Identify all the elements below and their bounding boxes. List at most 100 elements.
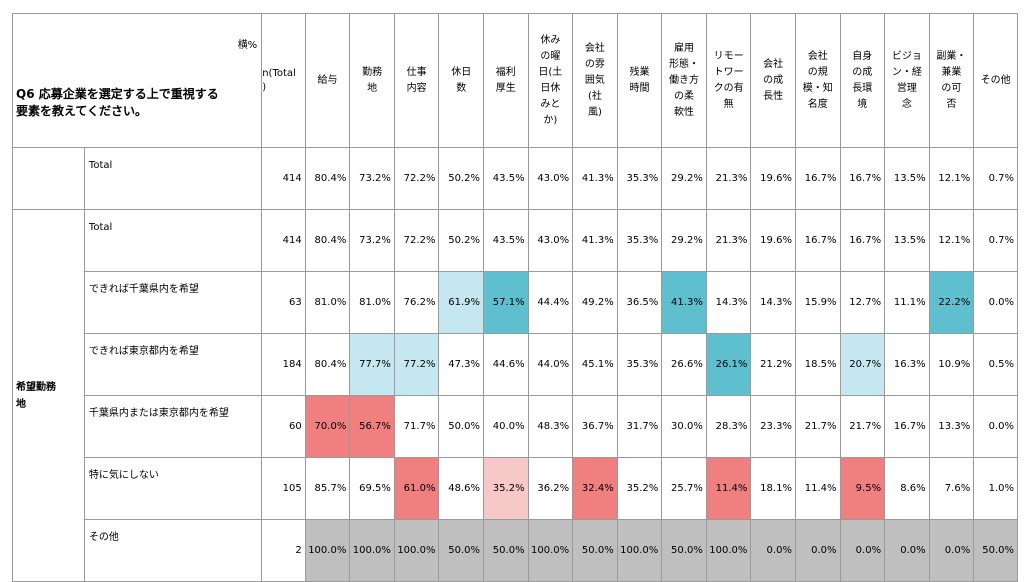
column-header: 休み の曜 日(土 日休 みと か) <box>527 13 574 148</box>
pct-cell: 0.7% <box>973 147 1018 210</box>
column-header: 会社 の規 模・知 名度 <box>794 13 841 148</box>
pct-cell: 35.3% <box>616 147 663 210</box>
pct-cell: 21.3% <box>705 209 752 272</box>
column-header: 会社 の雰 囲気 (社 風) <box>572 13 618 148</box>
pct-cell: 0.0% <box>839 519 886 582</box>
pct-cell: 14.3% <box>750 271 796 334</box>
column-header: 休日数 <box>438 13 485 148</box>
pct-cell: 100.0% <box>705 519 752 582</box>
column-header: その他 <box>973 13 1018 148</box>
pct-cell: 16.7% <box>839 147 886 210</box>
crosstab-table: 横% Q6 応募企業を選定する上で重視する 要素を教えてください。 n(Total… <box>11 13 1018 582</box>
pct-cell: 21.3% <box>705 147 752 210</box>
pct-cell: 31.7% <box>616 395 663 458</box>
column-header: 雇用 形態・ 働き方 の柔 軟性 <box>661 13 707 148</box>
pct-cell: 21.7% <box>794 395 841 458</box>
pct-cell: 21.2% <box>750 333 796 396</box>
table-row: できれば東京都内を希望 184 80.4% 77.7% 77.2% 47.3% 44.6% 4… <box>13 333 1018 396</box>
pct-cell: 61.0% <box>393 457 440 520</box>
pct-cell: 0.5% <box>973 333 1018 396</box>
pct-cell: 29.2% <box>661 209 707 272</box>
pct-cell: 44.4% <box>527 271 574 334</box>
pct-cell: 100.0% <box>349 519 395 582</box>
pct-cell: 35.3% <box>616 209 663 272</box>
pct-cell: 73.2% <box>349 147 395 210</box>
pct-cell: 1.0% <box>973 457 1018 520</box>
row-label: その他 <box>83 519 263 582</box>
pct-cell: 0.0% <box>928 519 975 582</box>
n-value: 105 <box>261 457 306 520</box>
pct-cell: 43.5% <box>483 147 529 210</box>
pct-cell: 35.2% <box>483 457 529 520</box>
pct-cell: 26.1% <box>705 333 752 396</box>
pct-cell: 36.7% <box>572 395 618 458</box>
pct-cell: 18.1% <box>750 457 796 520</box>
column-header: 自身 の成 長環境 <box>839 13 886 148</box>
row-label: Total <box>83 209 263 272</box>
pct-cell: 21.7% <box>839 395 886 458</box>
pct-cell: 47.3% <box>438 333 485 396</box>
pct-cell: 43.0% <box>527 209 574 272</box>
n-header: n(Total) <box>261 13 306 148</box>
pct-cell: 13.3% <box>928 395 975 458</box>
table-row: できれば千葉県内を希望 63 81.0% 81.0% 76.2% 61.9% 57.1% 44… <box>13 271 1018 334</box>
pct-cell: 80.4% <box>304 209 351 272</box>
pct-cell: 81.0% <box>349 271 395 334</box>
pct-cell: 43.5% <box>483 209 529 272</box>
group-label: 希望勤務地 <box>12 209 85 582</box>
column-header: 給与 <box>304 13 351 148</box>
pct-cell: 36.5% <box>616 271 663 334</box>
pct-cell: 70.0% <box>304 395 351 458</box>
table-row: Total 414 80.4% 73.2% 72.2% 50.2% 43.5% 43.0% 41… <box>12 147 1018 210</box>
n-value: 63 <box>261 271 306 334</box>
pct-cell: 11.1% <box>884 271 930 334</box>
pct-cell: 45.1% <box>572 333 618 396</box>
table-row: 千葉県内または東京都内を希望 60 70.0% 56.7% 71.7% 50.0% 40.0… <box>13 395 1018 458</box>
pct-cell: 10.9% <box>928 333 975 396</box>
pct-cell: 71.7% <box>393 395 440 458</box>
question-text: Q6 応募企業を選定する上で重視する 要素を教えてください。 <box>16 87 219 118</box>
pct-cell: 50.0% <box>973 519 1018 582</box>
pct-cell: 30.0% <box>661 395 707 458</box>
pct-cell: 13.5% <box>884 209 930 272</box>
pct-cell: 16.7% <box>884 395 930 458</box>
pct-cell: 16.7% <box>794 209 841 272</box>
pct-cell: 48.3% <box>527 395 574 458</box>
pct-cell: 61.9% <box>438 271 485 334</box>
pct-cell: 0.7% <box>973 209 1018 272</box>
table-row: 特に気にしない 105 85.7% 69.5% 61.0% 48.6% 35.2% 36.2%… <box>13 457 1018 520</box>
pct-cell: 16.3% <box>884 333 930 396</box>
pct-cell: 9.5% <box>839 457 886 520</box>
pct-cell: 73.2% <box>349 209 395 272</box>
pct-cell: 16.7% <box>839 209 886 272</box>
pct-cell: 0.0% <box>750 519 796 582</box>
pct-cell: 35.2% <box>616 457 663 520</box>
pct-cell: 29.2% <box>661 147 707 210</box>
pct-cell: 0.0% <box>973 271 1018 334</box>
pct-cell: 100.0% <box>304 519 351 582</box>
pct-cell: 0.0% <box>794 519 841 582</box>
pct-cell: 15.9% <box>794 271 841 334</box>
pct-cell: 85.7% <box>304 457 351 520</box>
pct-cell: 40.0% <box>483 395 529 458</box>
table-row: 希望勤務地 Total 414 80.4% 73.2% 72.2% 50.2% 43.5% 43… <box>12 209 1018 582</box>
pct-cell: 20.7% <box>839 333 886 396</box>
pct-cell: 50.2% <box>438 209 485 272</box>
pct-cell: 77.7% <box>349 333 395 396</box>
pct-cell: 72.2% <box>393 209 440 272</box>
pct-cell: 0.0% <box>884 519 930 582</box>
column-header: リモー トワー クの有無 <box>705 13 752 148</box>
n-value: 414 <box>261 209 306 272</box>
pct-cell: 56.7% <box>349 395 395 458</box>
yoko-label: 横% <box>237 40 258 51</box>
n-value: 60 <box>261 395 306 458</box>
n-value: 2 <box>261 519 306 582</box>
row-label: できれば東京都内を希望 <box>83 333 263 396</box>
pct-cell: 69.5% <box>349 457 395 520</box>
pct-cell: 19.6% <box>750 209 796 272</box>
pct-cell: 50.0% <box>438 395 485 458</box>
pct-cell: 72.2% <box>393 147 440 210</box>
pct-cell: 76.2% <box>393 271 440 334</box>
pct-cell: 43.0% <box>527 147 574 210</box>
pct-cell: 12.7% <box>839 271 886 334</box>
